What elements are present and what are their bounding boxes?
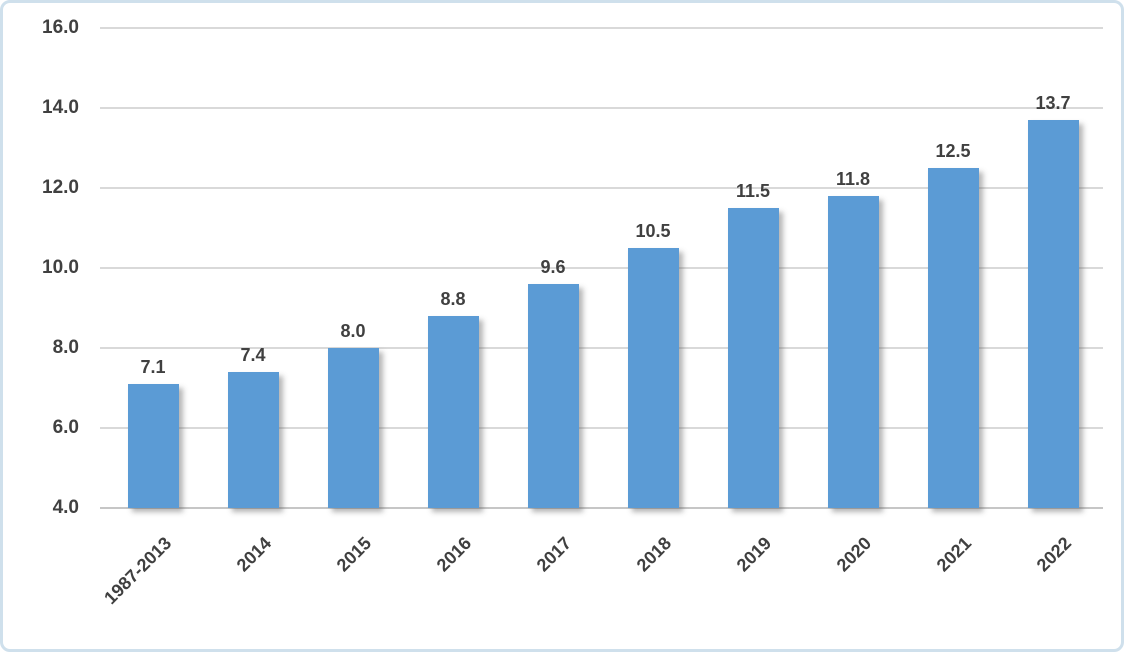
x-axis-tick-label: 1987-2013 — [100, 533, 176, 609]
gridline — [100, 267, 1103, 269]
bar — [827, 196, 879, 508]
bar-value-label: 7.4 — [240, 345, 266, 365]
bar — [1027, 120, 1079, 508]
y-axis-tick-label: 16.0 — [42, 17, 79, 38]
gridline — [100, 107, 1103, 109]
bar — [327, 348, 379, 508]
y-axis-tick-label: 6.0 — [52, 417, 79, 438]
bar-value-label: 12.5 — [935, 141, 971, 161]
x-axis-tick-label: 2022 — [1032, 533, 1076, 576]
x-axis-line — [100, 507, 1103, 509]
bar — [927, 168, 979, 508]
bar — [727, 208, 779, 508]
x-axis-tick-label: 2021 — [932, 533, 976, 576]
y-axis-tick-label: 12.0 — [42, 177, 79, 198]
bar-value-label: 13.7 — [1035, 93, 1071, 113]
x-axis-tick-label: 2015 — [332, 533, 376, 576]
x-axis-tick-label: 2019 — [732, 533, 776, 576]
gridline — [100, 187, 1103, 189]
bar-value-label: 11.8 — [835, 169, 871, 189]
x-axis-tick-label: 2014 — [232, 533, 276, 576]
bar — [427, 316, 479, 508]
y-axis-tick-label: 4.0 — [52, 497, 79, 518]
bar — [527, 284, 579, 508]
bar-value-label: 7.1 — [140, 357, 166, 377]
gridline — [100, 427, 1103, 429]
bar-value-label: 9.6 — [540, 257, 566, 277]
bar-value-label: 11.5 — [735, 181, 771, 201]
x-axis-tick-label: 2017 — [532, 533, 576, 576]
bar — [627, 248, 679, 508]
gridline — [100, 347, 1103, 349]
bar-value-label: 8.0 — [340, 321, 366, 341]
gridline — [100, 27, 1103, 29]
x-axis-tick-label: 2020 — [832, 533, 876, 576]
y-axis-tick-label: 10.0 — [42, 257, 79, 278]
y-axis-tick-label: 14.0 — [42, 97, 79, 118]
bar-value-label: 8.8 — [440, 289, 466, 309]
x-axis-tick-label: 2018 — [632, 533, 676, 576]
bar — [227, 372, 279, 508]
y-axis-tick-label: 8.0 — [52, 337, 79, 358]
bar-value-label: 10.5 — [635, 221, 671, 241]
bar — [127, 384, 179, 508]
x-axis-tick-label: 2016 — [432, 533, 476, 576]
